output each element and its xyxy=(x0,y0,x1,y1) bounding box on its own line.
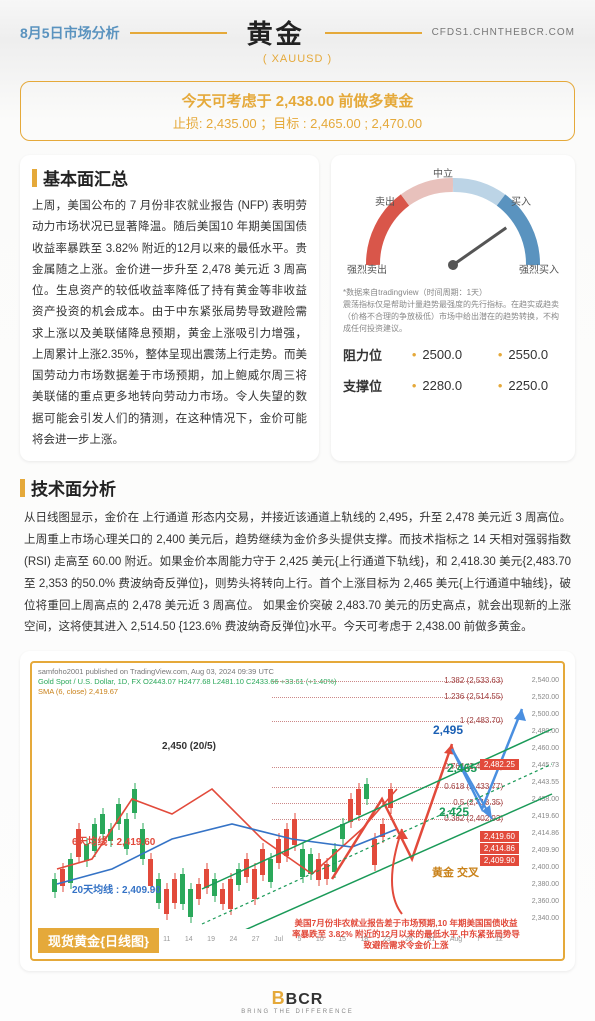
chart-title: 现货黄金{日线图} xyxy=(38,928,159,953)
gauge-strong-sell: 强烈卖出 xyxy=(347,261,387,276)
ma6-label: 6天均线 : 2,419.60 xyxy=(72,833,155,848)
footer-logo: BBCR BRING THE DIFFERENCE xyxy=(0,988,595,1015)
trade-headline: 今天可考虑于 2,438.00 前做多黄金 止损: 2,435.00 ；目标 :… xyxy=(20,81,575,141)
chart-callout: 美国7月份非农就业报告差于市场预期,10 年期美国国债收益率暴跌至 3.82% … xyxy=(291,918,521,951)
fundamental-title: 基本面汇总 xyxy=(43,165,128,190)
resistance-2: 2550.0 xyxy=(483,347,563,362)
gauge-strong-buy: 强烈买入 xyxy=(519,261,559,276)
target-2465: 2,465 xyxy=(447,761,477,775)
sentiment-gauge: 中立 卖出 买入 强烈卖出 强烈买入 xyxy=(343,165,563,285)
price-chart: samfoho2001 published on TradingView.com… xyxy=(30,661,565,961)
gauge-sell: 卖出 xyxy=(375,193,395,208)
divider-right xyxy=(325,32,422,34)
technical-title: 技术面分析 xyxy=(31,475,116,500)
chart-card: samfoho2001 published on TradingView.com… xyxy=(20,651,575,971)
fundamental-body: 上周，美国公布的 7 月份非农就业报告 (NFP) 表明劳动力市场状况已显著降温… xyxy=(32,196,307,451)
technical-body: 从日线图显示，金价在 上行通道 形态内交易，并接近该通道上轨线的 2,495，升… xyxy=(20,506,575,639)
analysis-date: 8月5日市场分析 xyxy=(20,23,120,43)
header: 8月5日市场分析 黄金 CFDS1.CHNTHEBCR.COM xyxy=(20,14,575,51)
levels-table: 阻力位 2500.0 2550.0 支撑位 2280.0 2250.0 xyxy=(343,345,563,395)
gauge-note: *数据来自tradingview（时间周期：1天） 震荡指标仅是帮助计量趋势最强… xyxy=(343,287,563,335)
gauge-buy: 买入 xyxy=(511,193,531,208)
technical-section: 技术面分析 从日线图显示，金价在 上行通道 形态内交易，并接近该通道上轨线的 2… xyxy=(20,475,575,639)
page-title: 黄金 xyxy=(247,14,305,51)
headline-line2: 止损: 2,435.00 ；目标 : 2,465.00 ; 2,470.00 xyxy=(31,113,564,132)
fundamental-panel: 基本面汇总 上周，美国公布的 7 月份非农就业报告 (NFP) 表明劳动力市场状… xyxy=(20,155,319,461)
gauge-levels-panel: 中立 卖出 买入 强烈卖出 强烈买入 *数据来自tradingview（时间周期… xyxy=(331,155,575,461)
support-label: 支撑位 xyxy=(343,376,391,395)
ticker-symbol: ( XAUUSD ) xyxy=(20,53,575,65)
headline-line1: 今天可考虑于 2,438.00 前做多黄金 xyxy=(31,90,564,111)
site-url: CFDS1.CHNTHEBCR.COM xyxy=(432,27,575,38)
target-2495: 2,495 xyxy=(433,723,463,737)
target-2425: 2,425 xyxy=(439,805,469,819)
golden-cross-label: 黄金 交叉 xyxy=(432,867,479,879)
gauge-neutral: 中立 xyxy=(433,165,453,180)
ma20-label: 20天均线 : 2,409.90 xyxy=(72,881,161,896)
chart-meta1: samfoho2001 published on TradingView.com… xyxy=(38,667,337,677)
support-1: 2280.0 xyxy=(397,378,477,393)
resistance-1: 2500.0 xyxy=(397,347,477,362)
tag-2450: 2,450 (20/5) xyxy=(162,741,216,752)
resistance-label: 阻力位 xyxy=(343,345,391,364)
divider-left xyxy=(130,32,227,34)
support-2: 2250.0 xyxy=(483,378,563,393)
